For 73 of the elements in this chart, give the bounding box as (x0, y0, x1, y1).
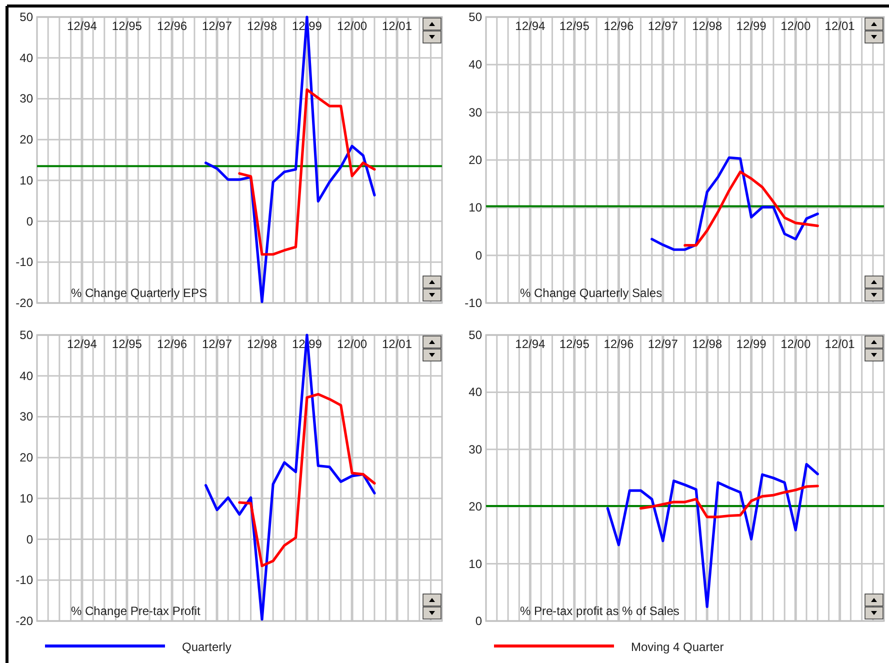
y-tick-label: 10 (20, 491, 34, 506)
line-series (238, 88, 376, 256)
x-tick-label: 12/95 (112, 19, 142, 33)
x-tick-label: 12/00 (780, 337, 811, 351)
y-tick-label: -10 (464, 296, 482, 310)
y-tick-label: 50 (468, 328, 482, 342)
x-tick-label: 12/00 (337, 19, 368, 33)
line-series (238, 392, 376, 568)
line-series (204, 16, 376, 304)
text: % Change Quarterly Sales (520, 286, 662, 300)
line-series (650, 156, 819, 251)
x-tick-label: 12/00 (337, 337, 368, 351)
x-tick-label: 12/95 (559, 337, 590, 351)
x-tick-label: 12/94 (515, 337, 546, 351)
x-tick-label: 12/01 (382, 19, 412, 33)
x-tick-label: 12/01 (824, 337, 856, 351)
y-tick-label: 30 (20, 92, 34, 106)
text: Moving 4 Quarter (631, 640, 724, 654)
y-tick-label: 10 (20, 173, 34, 188)
x-tick-label: 12/98 (246, 337, 278, 351)
x-tick-label: 12/97 (202, 19, 232, 33)
x-tick-label: 12/97 (648, 19, 678, 33)
y-tick-label: 0 (475, 248, 482, 262)
y-tick-label: -10 (16, 573, 34, 588)
x-tick-label: 12/95 (559, 19, 590, 33)
x-tick-label: 12/01 (824, 19, 856, 33)
y-tick-label: 30 (468, 442, 482, 456)
y-tick-label: 0 (475, 614, 482, 628)
x-tick-label: 12/96 (604, 19, 634, 33)
y-tick-label: -10 (16, 255, 34, 270)
y-tick-label: 50 (468, 10, 482, 24)
y-tick-label: 0 (26, 214, 34, 228)
text: % Pre-tax profit as % of Sales (520, 604, 680, 618)
text: % Change Quarterly EPS (71, 286, 208, 300)
y-tick-label: -20 (16, 296, 34, 310)
y-tick-label: -20 (16, 614, 34, 628)
y-tick-label: 20 (20, 132, 34, 147)
y-tick-label: 40 (20, 50, 34, 65)
x-tick-label: 12/94 (515, 19, 546, 33)
x-tick-label: 12/94 (66, 19, 98, 33)
x-tick-label: 12/98 (692, 337, 722, 351)
x-tick-label: 12/98 (246, 19, 278, 33)
x-tick-label: 12/94 (66, 337, 98, 351)
y-tick-label: 20 (20, 450, 34, 465)
text: % Change Pre-tax Profit (71, 604, 202, 618)
x-tick-label: 12/95 (112, 337, 142, 351)
y-tick-label: 40 (20, 368, 34, 383)
x-tick-label: 12/97 (202, 337, 232, 351)
x-tick-label: 12/96 (157, 337, 188, 351)
line-series (204, 334, 376, 621)
y-tick-label: 30 (468, 105, 482, 120)
x-tick-label: 12/00 (780, 19, 811, 33)
y-tick-label: 20 (468, 500, 482, 514)
line-series (684, 170, 819, 247)
x-tick-label: 12/01 (382, 337, 412, 351)
y-tick-label: 40 (468, 385, 482, 400)
x-tick-label: 12/98 (692, 19, 722, 33)
x-tick-label: 12/97 (648, 337, 678, 351)
y-tick-label: 10 (468, 200, 482, 215)
y-tick-label: 50 (20, 10, 34, 24)
x-tick-label: 12/96 (157, 19, 188, 33)
y-tick-label: 0 (26, 532, 34, 546)
x-tick-label: 12/99 (736, 19, 767, 33)
y-tick-label: 50 (20, 328, 34, 342)
y-tick-label: 30 (20, 410, 34, 424)
line-series (639, 484, 819, 518)
line-series (606, 462, 819, 608)
x-tick-label: 12/99 (736, 337, 767, 351)
text: Quarterly (182, 640, 232, 654)
y-tick-label: 10 (468, 556, 482, 571)
x-tick-label: 12/96 (604, 337, 634, 351)
y-tick-label: 40 (468, 58, 482, 72)
y-tick-label: 20 (468, 153, 482, 167)
